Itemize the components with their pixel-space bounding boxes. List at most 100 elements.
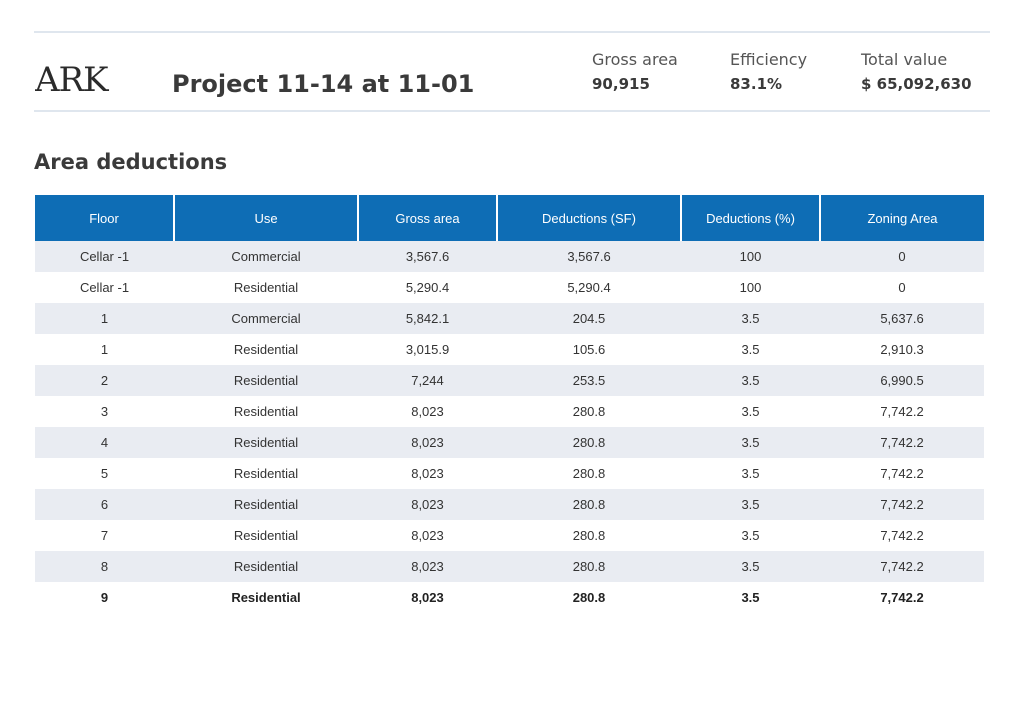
table-row: 1 Residential 3,015.9 105.6 3.5 2,910.3 [35,334,984,365]
top-divider [34,31,990,33]
column-header-gross-area: Gross area [358,195,498,241]
table-row: 7 Residential 8,023 280.8 3.5 7,742.2 [35,520,984,551]
table-cell: 280.8 [497,520,681,551]
table-cell: 280.8 [497,458,681,489]
table-cell: 280.8 [497,489,681,520]
table-cell: Residential [174,458,358,489]
table-row: 5 Residential 8,023 280.8 3.5 7,742.2 [35,458,984,489]
table-cell: Residential [174,365,358,396]
table-cell: 7,742.2 [820,489,984,520]
table-cell: Cellar -1 [35,272,174,303]
stat-total-value: Total value $ 65,092,630 [861,50,972,93]
area-deductions-table: Floor Use Gross area Deductions (SF) Ded… [35,195,984,613]
table-row: 2 Residential 7,244 253.5 3.5 6,990.5 [35,365,984,396]
table-cell: Residential [174,520,358,551]
table-cell: 253.5 [497,365,681,396]
table-cell: 204.5 [497,303,681,334]
table-cell: Residential [174,334,358,365]
table-cell: 3.5 [681,520,820,551]
table-cell: 7,742.2 [820,520,984,551]
table-cell: 7,244 [358,365,497,396]
table-cell: 8,023 [358,582,497,613]
table-cell: 7,742.2 [820,427,984,458]
table-cell: 7,742.2 [820,582,984,613]
table-cell: 3.5 [681,334,820,365]
table-cell: 3,567.6 [358,241,497,272]
table-cell: Residential [174,582,358,613]
table-cell: 8,023 [358,396,497,427]
table-row: Cellar -1 Commercial 3,567.6 3,567.6 100 0 [35,241,984,272]
table-cell: 7,742.2 [820,396,984,427]
stat-label: Total value [861,50,948,69]
table-cell: Residential [174,551,358,582]
table-cell: 7 [35,520,174,551]
table-row: 6 Residential 8,023 280.8 3.5 7,742.2 [35,489,984,520]
table-cell: 100 [681,272,820,303]
table-cell: 3.5 [681,365,820,396]
table-cell: Commercial [174,303,358,334]
stat-label: Gross area [592,50,678,69]
stat-efficiency: Efficiency 83.1% [730,50,807,93]
table-row: 3 Residential 8,023 280.8 3.5 7,742.2 [35,396,984,427]
table-cell: 8,023 [358,489,497,520]
column-header-floor: Floor [35,195,175,241]
table-row: Cellar -1 Residential 5,290.4 5,290.4 100 0 [35,272,984,303]
table-cell: 5 [35,458,174,489]
table-row: 1 Commercial 5,842.1 204.5 3.5 5,637.6 [35,303,984,334]
svg-text:ARK: ARK [35,60,109,96]
stat-value: 90,915 [592,75,650,93]
project-title: Project 11-14 at 11-01 [172,70,475,98]
table-cell: 6,990.5 [820,365,984,396]
table-cell: 3,567.6 [497,241,681,272]
table-header-row: Floor Use Gross area Deductions (SF) Ded… [35,195,984,241]
table-cell: 0 [820,241,984,272]
table-cell: 5,290.4 [358,272,497,303]
table-cell: 2,910.3 [820,334,984,365]
column-header-zoning-area: Zoning Area [820,195,984,241]
table-cell: 8,023 [358,520,497,551]
table-cell: 5,637.6 [820,303,984,334]
table-cell: 105.6 [497,334,681,365]
table-row: 8 Residential 8,023 280.8 3.5 7,742.2 [35,551,984,582]
table-cell: 1 [35,303,174,334]
ark-logo: ARK [35,60,110,96]
table-cell: 9 [35,582,174,613]
table-cell: 8,023 [358,427,497,458]
table-cell: 3.5 [681,396,820,427]
stat-label: Efficiency [730,50,808,69]
table-cell: 2 [35,365,174,396]
table-cell: 3.5 [681,582,820,613]
table-cell: Residential [174,489,358,520]
table-cell: 3 [35,396,174,427]
table-cell: Residential [174,427,358,458]
table-cell: 4 [35,427,174,458]
table-cell: 5,842.1 [358,303,497,334]
table-cell: 3.5 [681,551,820,582]
table-cell: 1 [35,334,174,365]
table-cell: 8 [35,551,174,582]
table-cell: 3.5 [681,303,820,334]
table-row-bold: 9 Residential 8,023 280.8 3.5 7,742.2 [35,582,984,613]
table-cell: 7,742.2 [820,458,984,489]
table-cell: 3.5 [681,489,820,520]
table-cell: Residential [174,396,358,427]
table-cell: 5,290.4 [497,272,681,303]
table-cell: 100 [681,241,820,272]
stat-value: $ 65,092,630 [861,75,972,93]
table-cell: 280.8 [497,551,681,582]
table-cell: 280.8 [497,427,681,458]
table-cell: 280.8 [497,396,681,427]
table-cell: 7,742.2 [820,551,984,582]
table-cell: Residential [174,272,358,303]
stat-gross-area: Gross area 90,915 [592,50,678,93]
table-cell: 6 [35,489,174,520]
column-header-use: Use [174,195,359,241]
header-divider [34,110,990,112]
table-cell: Cellar -1 [35,241,174,272]
table-cell: Commercial [174,241,358,272]
table-row: 4 Residential 8,023 280.8 3.5 7,742.2 [35,427,984,458]
column-header-deductions-sf: Deductions (SF) [497,195,682,241]
section-title: Area deductions [34,150,228,174]
stat-value: 83.1% [730,75,783,93]
table-cell: 0 [820,272,984,303]
